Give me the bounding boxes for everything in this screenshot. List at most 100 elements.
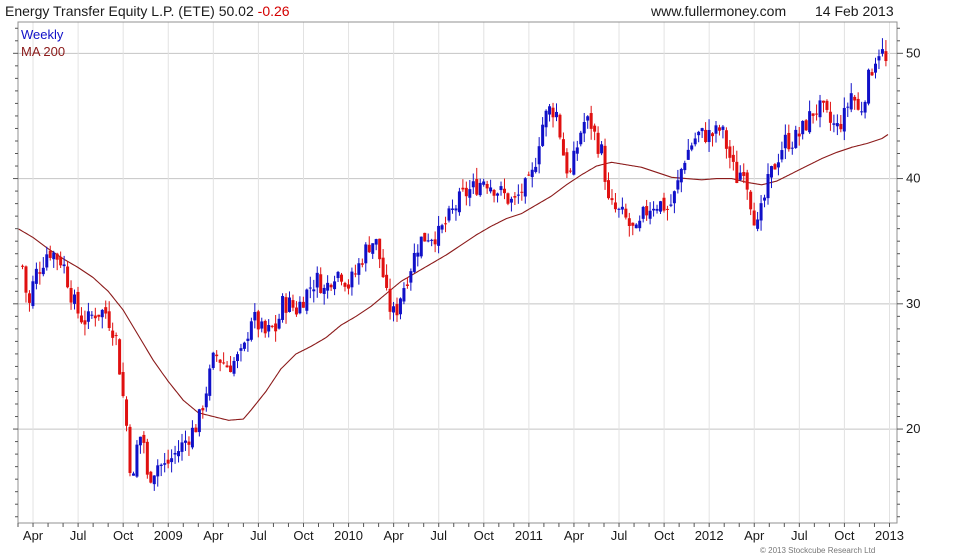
candle-down xyxy=(263,320,267,334)
candle-up xyxy=(659,201,663,212)
candle-down xyxy=(565,152,569,174)
candle-up xyxy=(62,264,66,267)
candle-down xyxy=(340,274,344,282)
candle-up xyxy=(683,162,687,171)
x-tick-label: Apr xyxy=(744,528,765,543)
x-tick-label: Oct xyxy=(654,528,675,543)
candle-up xyxy=(90,314,94,316)
candle-down xyxy=(97,314,101,317)
candle-down xyxy=(704,129,708,142)
candle-up xyxy=(34,268,38,284)
candle-down xyxy=(329,284,333,288)
y-tick-label: 20 xyxy=(906,421,920,436)
candle-up xyxy=(530,169,534,178)
candle-down xyxy=(118,339,122,375)
candle-down xyxy=(66,266,70,288)
candle-up xyxy=(783,134,787,149)
candle-down xyxy=(76,291,80,314)
candle-up xyxy=(308,287,312,289)
candle-down xyxy=(603,145,607,182)
candle-up xyxy=(267,325,271,332)
candle-up xyxy=(190,427,194,448)
candle-up xyxy=(450,208,454,210)
candle-down xyxy=(229,365,233,373)
candle-up xyxy=(183,440,187,443)
copyright-note: © 2013 Stockcube Research Ltd xyxy=(760,546,876,555)
candle-up xyxy=(326,282,330,291)
candle-down xyxy=(69,287,73,303)
candle-up xyxy=(818,100,822,118)
candle-up xyxy=(686,149,690,160)
candle-up xyxy=(763,197,767,201)
candle-up xyxy=(867,69,871,104)
y-axis: 20 30 40 50 xyxy=(13,27,920,518)
candle-down xyxy=(301,301,305,308)
candle-down xyxy=(256,311,260,330)
x-tick-label: Jul xyxy=(250,528,267,543)
candle-down xyxy=(218,359,222,363)
candle-up xyxy=(357,263,361,275)
x-tick-label: Oct xyxy=(474,528,495,543)
candle-down xyxy=(274,323,278,332)
candle-up xyxy=(849,93,853,110)
candle-down xyxy=(607,180,611,199)
candle-up xyxy=(246,338,250,341)
candle-up xyxy=(874,63,878,73)
candle-down xyxy=(662,197,666,211)
candle-up xyxy=(288,297,292,312)
candle-down xyxy=(145,441,149,475)
candle-down xyxy=(149,471,153,483)
candle-up xyxy=(769,166,773,178)
candle-down xyxy=(21,265,25,267)
candle-down xyxy=(128,426,132,473)
plot-frame xyxy=(17,21,898,524)
candle-down xyxy=(506,193,510,204)
candle-down xyxy=(201,408,205,411)
candle-up xyxy=(440,225,444,230)
candle-up xyxy=(204,393,208,408)
x-tick-label: Oct xyxy=(834,528,855,543)
x-axis: Apr Jul Oct 2009 Apr Jul Oct 2010 Apr Jul Oct 2011 A… xyxy=(17,523,904,543)
candle-down xyxy=(593,125,597,132)
x-tick-label: Apr xyxy=(384,528,405,543)
candle-down xyxy=(717,127,721,131)
chart-header: Energy Transfer Equity L.P. (ETE) 50.02 … xyxy=(0,0,980,22)
candle-up xyxy=(364,244,368,264)
candle-up xyxy=(426,240,430,242)
candle-up xyxy=(52,252,56,260)
candle-up xyxy=(700,128,704,132)
candle-down xyxy=(319,274,323,293)
candle-up xyxy=(579,132,583,145)
candle-down xyxy=(527,174,531,176)
candle-up xyxy=(336,271,340,279)
candle-down xyxy=(610,198,614,201)
candle-down xyxy=(55,253,59,260)
candle-down xyxy=(558,114,562,138)
candle-down xyxy=(433,239,437,245)
candle-up xyxy=(333,281,337,290)
candle-up xyxy=(808,111,812,133)
ma200-line-group xyxy=(17,134,889,421)
candle-down xyxy=(461,187,465,190)
candle-up xyxy=(537,146,541,165)
candle-up xyxy=(766,174,770,199)
candle-up xyxy=(437,225,441,246)
candle-down xyxy=(27,293,31,303)
candle-down xyxy=(853,96,857,101)
source-site[interactable]: www.fullermoney.com xyxy=(651,3,787,19)
candle-down xyxy=(797,133,801,137)
candle-up xyxy=(260,321,264,329)
candle-down xyxy=(613,202,617,210)
candle-down xyxy=(589,113,593,129)
candle-down xyxy=(731,154,735,162)
candle-down xyxy=(596,132,600,154)
legend-weekly: Weekly xyxy=(21,27,64,42)
candle-up xyxy=(447,208,451,221)
y-tick-label: 40 xyxy=(906,171,920,186)
candle-up xyxy=(281,296,285,320)
candle-down xyxy=(631,222,635,226)
candle-down xyxy=(291,300,295,308)
candle-up xyxy=(152,475,156,485)
candle-up xyxy=(877,56,881,61)
